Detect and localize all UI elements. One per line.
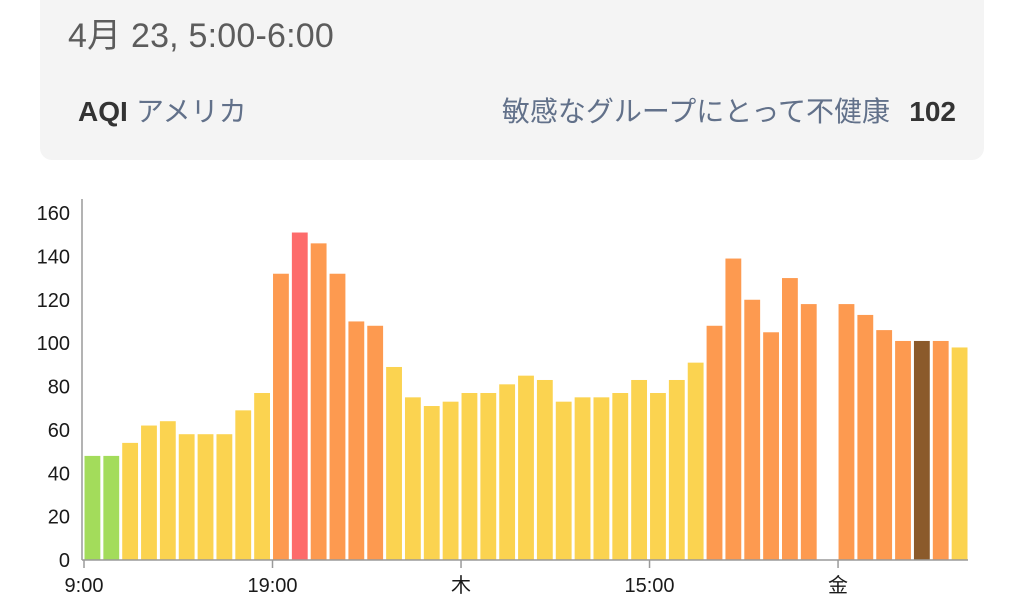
bar-41[interactable] [857, 314, 874, 560]
x-tick-label: 金 [828, 574, 848, 597]
bar-16[interactable] [386, 366, 402, 560]
y-tick-label: 80 [48, 377, 70, 399]
x-tick-label: 19:00 [247, 575, 297, 597]
bar-33[interactable] [706, 325, 723, 560]
aqi-label: AQI [78, 96, 128, 127]
bar-29[interactable] [631, 379, 648, 560]
bar-46[interactable] [951, 347, 968, 560]
summary-card [40, 0, 984, 160]
bar-11[interactable] [291, 232, 308, 560]
x-tick-label: 15:00 [624, 575, 674, 597]
bar-9[interactable] [254, 393, 270, 560]
y-tick-label: 140 [37, 246, 70, 268]
y-tick-label: 60 [48, 420, 70, 442]
bar-17[interactable] [404, 397, 421, 560]
bar-42[interactable] [876, 330, 893, 560]
bar-1[interactable] [103, 455, 120, 560]
bar-40[interactable] [838, 304, 855, 560]
bar-0[interactable] [84, 455, 101, 560]
bar-24[interactable] [536, 379, 553, 560]
bar-7[interactable] [216, 434, 233, 560]
bar-13[interactable] [329, 273, 346, 560]
bar-10[interactable] [273, 273, 289, 560]
bar-31[interactable] [668, 379, 685, 560]
bar-22[interactable] [499, 384, 516, 560]
bar-23[interactable] [518, 375, 534, 560]
bar-32[interactable] [687, 362, 704, 560]
bar-25[interactable] [555, 401, 572, 560]
y-tick-label: 100 [37, 333, 70, 355]
bar-15[interactable] [367, 325, 384, 560]
x-tick-label: 木 [451, 574, 471, 597]
aqi-category: 敏感なグループにとって不健康 [501, 96, 890, 127]
bar-27[interactable] [593, 397, 610, 560]
y-tick-label: 20 [48, 507, 70, 529]
bar-4[interactable] [159, 421, 176, 560]
bar-21[interactable] [480, 393, 497, 560]
x-axis-ticks: 9:00 19:00 木 15:00 金 [65, 560, 848, 597]
bar-30[interactable] [650, 393, 666, 560]
aqi-value: 102 [909, 96, 956, 127]
bar-19[interactable] [442, 401, 459, 560]
y-tick-label: 0 [59, 550, 70, 572]
bar-38[interactable] [800, 304, 817, 560]
bar-35[interactable] [744, 299, 761, 560]
bar-12[interactable] [310, 243, 327, 561]
y-tick-label: 40 [48, 463, 70, 485]
date-range-title: 4月 23, 5:00-6:00 [68, 17, 334, 55]
aqi-bar-chart[interactable]: 0 20 40 60 80 100 120 140 160 9:00 19:00 木 15:00 金 [0, 180, 1024, 612]
bar-18[interactable] [423, 406, 440, 560]
y-tick-label: 120 [37, 290, 70, 312]
bar-20[interactable] [461, 393, 478, 560]
bar-26[interactable] [574, 397, 591, 560]
aqi-standard: アメリカ [136, 96, 247, 127]
y-axis-ticks: 0 20 40 60 80 100 120 140 160 [37, 203, 70, 572]
bar-3[interactable] [141, 425, 157, 560]
bar-28[interactable] [612, 393, 629, 560]
bar-14[interactable] [348, 321, 365, 560]
bar-36[interactable] [763, 332, 779, 560]
x-tick-label: 9:00 [65, 575, 104, 597]
bar-2[interactable] [122, 442, 139, 560]
bars-group [84, 232, 968, 561]
bar-34[interactable] [725, 258, 742, 560]
bar-43[interactable] [895, 340, 911, 560]
bar-6[interactable] [197, 434, 214, 560]
bar-45[interactable] [932, 340, 949, 560]
y-tick-label: 160 [37, 203, 70, 225]
bar-44[interactable] [913, 340, 930, 560]
bar-5[interactable] [178, 434, 195, 560]
bar-37[interactable] [782, 278, 798, 560]
bar-8[interactable] [235, 410, 252, 560]
